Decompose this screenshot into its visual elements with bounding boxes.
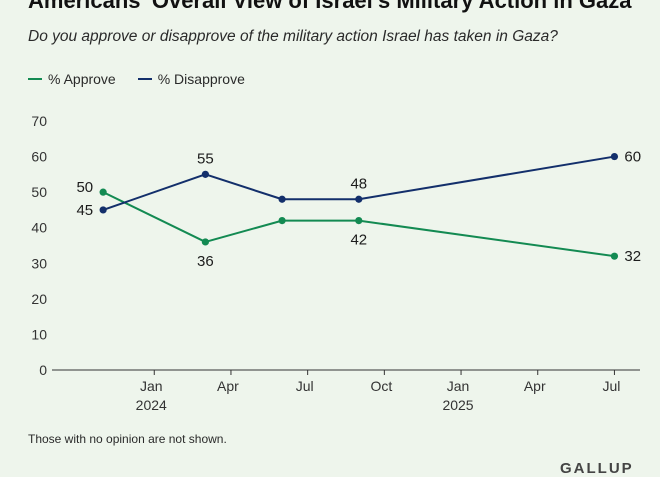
y-tick-label: 10 — [31, 326, 47, 342]
x-tick-year-label: 2025 — [442, 397, 473, 413]
legend-item-disapprove: % Disapprove — [137, 71, 245, 87]
y-tick-label: 50 — [31, 184, 47, 200]
legend: % Approve % Disapprove — [28, 71, 245, 87]
data-label-approve: 36 — [197, 253, 214, 270]
data-point-disapprove — [278, 195, 286, 203]
x-tick-label: Oct — [370, 378, 392, 394]
data-label-disapprove: 45 — [76, 202, 93, 219]
data-point-approve — [201, 238, 209, 246]
x-tick-label: Jul — [296, 378, 314, 394]
data-point-approve — [278, 217, 286, 225]
x-tick-label: Jan — [140, 378, 163, 394]
y-tick-label: 40 — [31, 220, 47, 236]
data-label-disapprove: 60 — [624, 149, 641, 166]
chart-title: Americans' Overall View of Israel's Mili… — [28, 0, 632, 13]
y-tick-label: 0 — [39, 362, 47, 378]
legend-swatch-approve — [28, 78, 42, 80]
x-tick-label: Apr — [524, 378, 546, 394]
x-tick-label: Jul — [602, 378, 620, 394]
y-tick-label: 30 — [31, 255, 47, 271]
x-tick-label: Jan — [447, 378, 470, 394]
legend-label-disapprove: % Disapprove — [157, 71, 245, 87]
y-tick-label: 70 — [31, 113, 47, 129]
y-tick-label: 60 — [31, 149, 47, 165]
data-label-approve: 32 — [624, 248, 641, 265]
legend-item-approve: % Approve — [28, 71, 116, 87]
y-tick-label: 20 — [31, 291, 47, 307]
data-label-approve: 50 — [76, 179, 93, 196]
data-point-disapprove — [355, 195, 363, 203]
data-point-disapprove — [201, 170, 209, 178]
data-label-approve: 42 — [350, 232, 367, 249]
gallup-logo: GALLUP — [560, 460, 634, 477]
legend-swatch-disapprove — [137, 78, 152, 80]
footnote: Those with no opinion are not shown. — [28, 432, 227, 446]
x-tick-year-label: 2024 — [136, 397, 167, 413]
x-tick-label: Apr — [217, 378, 239, 394]
legend-label-approve: % Approve — [48, 71, 116, 87]
data-label-disapprove: 48 — [350, 175, 367, 192]
data-point-approve — [355, 217, 363, 225]
data-point-disapprove — [99, 206, 107, 214]
data-point-disapprove — [610, 152, 619, 161]
data-label-disapprove: 55 — [197, 150, 214, 167]
chart-subtitle: Do you approve or disapprove of the mili… — [28, 28, 558, 45]
data-point-approve — [610, 252, 619, 260]
data-point-approve — [99, 188, 107, 196]
